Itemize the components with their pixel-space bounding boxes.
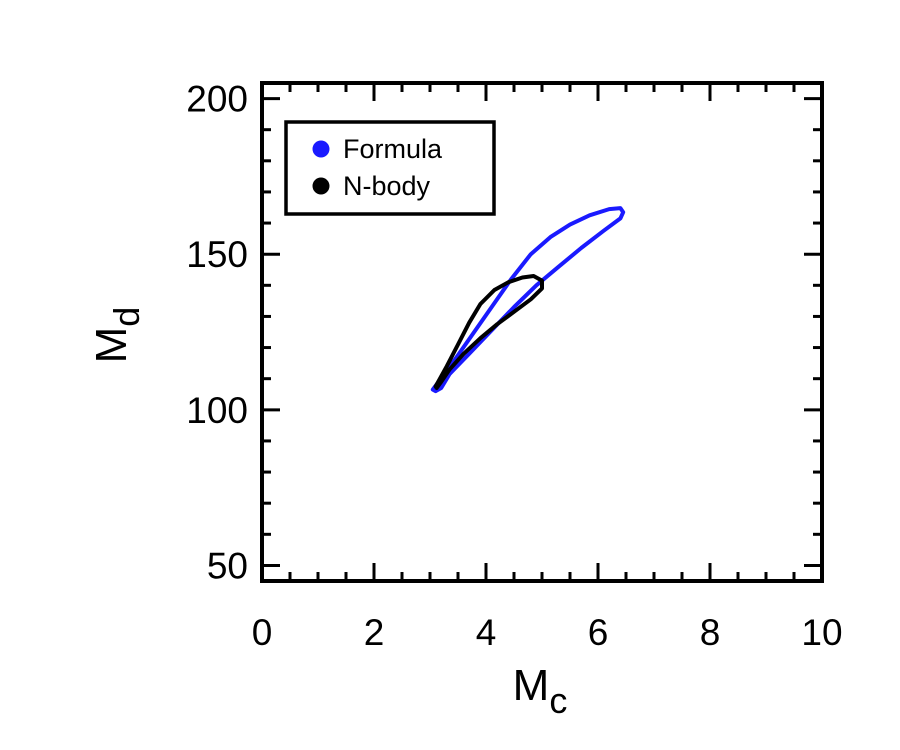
y-tick-label: 200 bbox=[186, 79, 248, 120]
legend: Formula N-body bbox=[284, 120, 496, 216]
x-tick-label: 0 bbox=[252, 612, 273, 653]
y-tick-label: 50 bbox=[207, 545, 248, 586]
x-tick-label: 10 bbox=[801, 612, 842, 653]
legend-marker-n-body bbox=[312, 177, 330, 195]
legend-box bbox=[284, 120, 496, 216]
x-tick-label: 2 bbox=[364, 612, 385, 653]
plot-area bbox=[430, 206, 626, 394]
x-tick-label: 8 bbox=[700, 612, 721, 653]
legend-label-n-body: N-body bbox=[343, 171, 431, 201]
y-tick-label: 150 bbox=[186, 234, 248, 275]
y-axis-label: Md bbox=[87, 307, 147, 364]
legend-label-formula: Formula bbox=[343, 134, 443, 164]
x-axis-label: Mc bbox=[513, 661, 568, 721]
y-tick-label: 100 bbox=[186, 390, 248, 431]
tick-labels: 0 2 4 6 8 10 50 100 150 200 bbox=[186, 79, 842, 653]
axis-ticks bbox=[260, 83, 824, 581]
x-tick-label: 4 bbox=[476, 612, 497, 653]
series-n-body-contour bbox=[433, 274, 544, 390]
legend-marker-formula bbox=[312, 140, 330, 158]
x-tick-label: 6 bbox=[588, 612, 609, 653]
